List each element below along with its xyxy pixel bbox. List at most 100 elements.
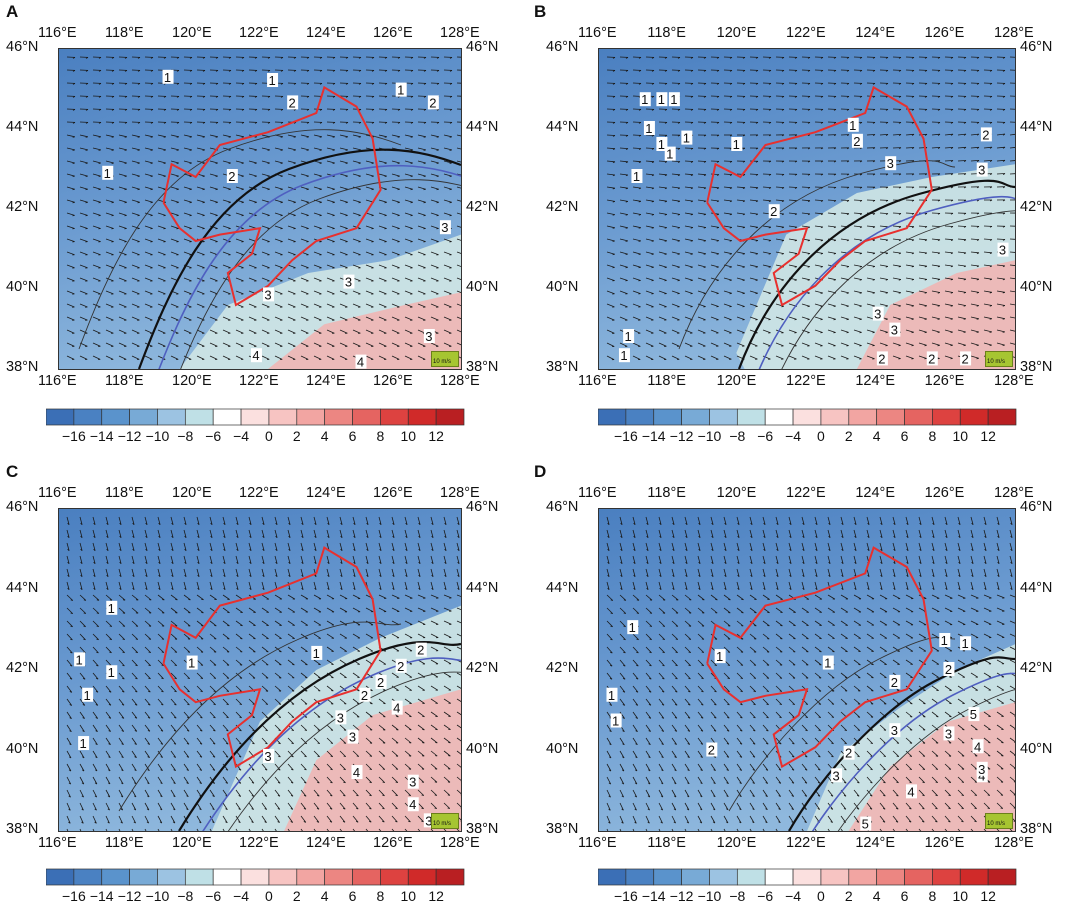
lat-label-right-b-2: 42°N (1020, 200, 1052, 215)
colorbar-swatch-d-3 (682, 869, 710, 885)
colorbar-label-d-5: −6 (757, 889, 773, 903)
reference-vector-label-c: 10 m/s (433, 821, 451, 827)
colorbar-swatch-b-0 (598, 409, 626, 425)
colorbar-swatch-d-7 (793, 869, 821, 885)
colorbar-swatch-c-0 (46, 869, 74, 885)
contour-label-d-9: 2 (845, 746, 852, 761)
lon-label-bottom-a-6: 128°E (440, 374, 480, 389)
colorbar-label-a-13: 12 (428, 429, 444, 443)
colorbar-label-d-6: −4 (785, 889, 801, 903)
colorbar-label-d-7: 0 (817, 889, 825, 903)
colorbar-swatch-c-1 (74, 869, 102, 885)
contour-label-d-11: 3 (833, 768, 840, 783)
lat-label-right-a-1: 44°N (466, 120, 498, 135)
colorbar-label-d-9: 4 (873, 889, 881, 903)
lat-label-left-c-2: 42°N (6, 661, 38, 676)
contour-label-d-16: 4 (907, 784, 914, 799)
colorbar-swatch-c-5 (185, 869, 213, 885)
lon-label-bottom-a-5: 126°E (373, 374, 413, 389)
colorbar-swatch-b-10 (877, 409, 905, 425)
reference-vector-label-a: 10 m/s (433, 359, 451, 365)
colorbar-label-a-9: 4 (321, 429, 329, 443)
colorbar-swatch-c-3 (130, 869, 158, 885)
colorbar-swatch-b-6 (765, 409, 793, 425)
colorbar-swatch-a-5 (185, 409, 213, 425)
contour-label-b-19: 3 (891, 323, 898, 338)
contour-label-a-9: 3 (441, 220, 448, 235)
contour-label-b-15: 3 (887, 156, 894, 171)
lat-label-left-c-4: 38°N (6, 822, 38, 837)
lon-label-bottom-b-1: 118°E (647, 374, 686, 389)
contour-label-b-17: 3 (999, 243, 1006, 258)
contour-label-d-14: 4 (974, 739, 981, 754)
lat-label-right-c-2: 42°N (466, 661, 498, 676)
colorbar-b (598, 408, 1026, 428)
lat-label-left-d-0: 46°N (546, 500, 578, 515)
lat-label-left-d-3: 40°N (546, 742, 578, 757)
colorbar-label-b-13: 12 (980, 429, 996, 443)
contour-label-b-14: 2 (770, 204, 777, 219)
contour-label-c-7: 2 (417, 643, 424, 658)
colorbar-label-a-11: 8 (376, 429, 384, 443)
lat-label-right-d-1: 44°N (1020, 581, 1052, 596)
contour-label-b-0: 1 (641, 92, 648, 107)
colorbar-label-c-11: 8 (376, 889, 384, 903)
colorbar-swatch-a-13 (408, 409, 436, 425)
colorbar-label-c-6: −4 (233, 889, 249, 903)
lat-label-left-d-4: 38°N (546, 822, 578, 837)
lon-label-bottom-b-3: 122°E (786, 374, 826, 389)
lat-label-left-a-3: 40°N (6, 280, 38, 295)
colorbar-label-a-6: −4 (233, 429, 249, 443)
colorbar-swatch-b-4 (709, 409, 737, 425)
colorbar-label-d-8: 2 (845, 889, 853, 903)
colorbar-label-b-6: −4 (785, 429, 801, 443)
colorbar-label-c-9: 4 (321, 889, 329, 903)
colorbar-label-d-1: −14 (642, 889, 666, 903)
colorbar-label-b-11: 8 (928, 429, 936, 443)
colorbar-swatch-a-8 (269, 409, 297, 425)
lon-label-top-c-0: 116°E (38, 486, 77, 501)
map-panel-d[interactable]: 1111111222233344455310 m/s (598, 508, 1016, 832)
lon-label-top-a-3: 122°E (239, 26, 279, 41)
contour-label-b-7: 1 (633, 169, 640, 184)
lon-label-top-c-1: 118°E (105, 486, 144, 501)
colorbar-swatch-c-8 (269, 869, 297, 885)
lat-label-left-c-0: 46°N (6, 500, 38, 515)
contour-label-d-6: 1 (961, 636, 968, 651)
colorbar-label-d-11: 8 (928, 889, 936, 903)
colorbar-label-d-3: −10 (698, 889, 722, 903)
colorbar-label-b-8: 2 (845, 429, 853, 443)
colorbar-swatch-c-14 (436, 869, 464, 885)
lon-label-top-d-5: 126°E (925, 486, 965, 501)
lon-label-top-d-3: 122°E (786, 486, 826, 501)
lon-label-bottom-d-4: 124°E (855, 836, 895, 851)
contour-label-b-20: 2 (878, 351, 885, 366)
colorbar-swatch-d-2 (654, 869, 682, 885)
colorbar-swatch-b-12 (932, 409, 960, 425)
contour-label-d-8: 2 (891, 675, 898, 690)
lat-label-right-b-4: 38°N (1020, 360, 1052, 375)
contour-label-c-10: 2 (361, 688, 368, 703)
contour-label-b-16: 3 (978, 163, 985, 178)
colorbar-label-c-7: 0 (265, 889, 273, 903)
colorbar-label-a-0: −16 (62, 429, 86, 443)
colorbar-swatch-c-13 (408, 869, 436, 885)
contour-label-c-5: 1 (188, 656, 195, 671)
colorbar-label-a-8: 2 (293, 429, 301, 443)
lat-label-right-d-0: 46°N (1020, 500, 1052, 515)
colorbar-label-b-7: 0 (817, 429, 825, 443)
contour-label-a-11: 4 (252, 348, 259, 363)
colorbar-a (46, 408, 474, 428)
contour-label-b-18: 3 (874, 307, 881, 322)
colorbar-label-d-2: −12 (670, 889, 694, 903)
colorbar-swatch-d-6 (765, 869, 793, 885)
contour-label-d-10: 2 (708, 743, 715, 758)
reference-vector-b: 10 m/s (985, 351, 1013, 367)
lat-label-right-b-0: 46°N (1020, 40, 1052, 55)
lon-label-bottom-a-4: 124°E (306, 374, 346, 389)
colorbar-swatch-b-5 (737, 409, 765, 425)
